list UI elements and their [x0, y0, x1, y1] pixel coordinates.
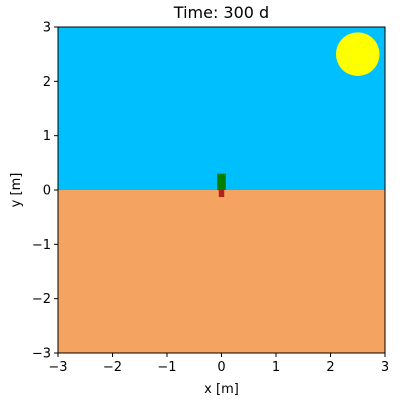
y-tick-label: 0	[43, 184, 51, 199]
x-tick-label: −1	[157, 360, 176, 375]
plant-root	[218, 190, 225, 198]
sun-marker	[335, 32, 380, 76]
x-tick-label: −2	[103, 360, 122, 375]
y-tick-label: −1	[32, 238, 51, 253]
y-tick-label: 3	[43, 21, 51, 36]
y-tick-label: −2	[32, 292, 51, 307]
y-tick-label: −3	[32, 347, 51, 362]
plot-area	[58, 27, 385, 353]
x-tick-label: 0	[217, 360, 225, 375]
x-tick-label: −3	[48, 360, 67, 375]
x-tick-label: 2	[326, 360, 334, 375]
y-tick-label: 2	[43, 75, 51, 90]
x-tick-label: 3	[381, 360, 389, 375]
x-tick-label: 1	[272, 360, 280, 375]
y-tick-label: 1	[43, 129, 51, 144]
soil-region	[58, 190, 385, 353]
axes: −3 −2 −1 0 1 2 3 −3 −2 −1 0 1 2 3	[32, 21, 389, 376]
y-axis-label: y [m]	[9, 173, 24, 208]
chart-title: Time: 300 d	[173, 3, 269, 22]
sky-region	[58, 27, 385, 190]
x-axis-label: x [m]	[204, 382, 239, 397]
plant-shoot	[217, 173, 226, 190]
